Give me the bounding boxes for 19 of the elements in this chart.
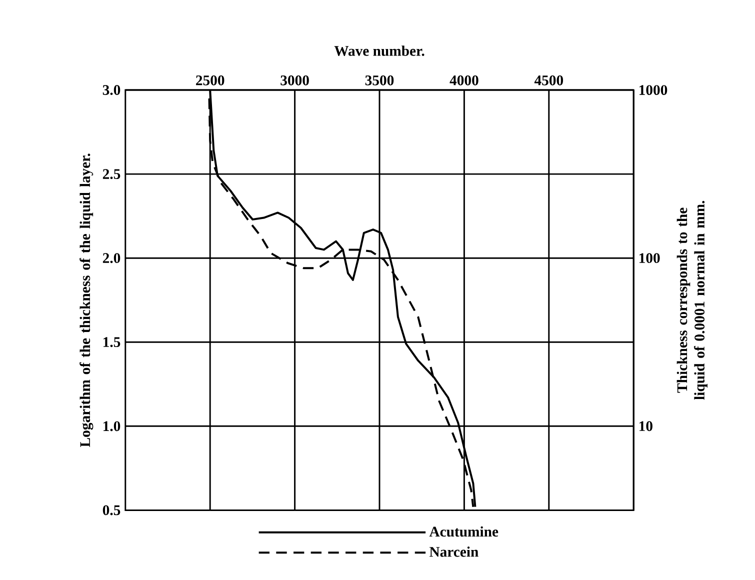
x-tick-label: 4500 (534, 75, 564, 86)
x-axis-title: Wave number. (334, 45, 424, 56)
y-tick-label: 0.5 (102, 505, 120, 516)
y2-tick-label: 10 (640, 421, 652, 431)
y2-axis-title: Thickness corresponds to the liquid of 0.0001 normal in mm. (676, 200, 708, 400)
y2-tick-label: 100 (640, 253, 660, 263)
series-label: Acutumine (429, 526, 498, 537)
y-tick-label: 1.0 (104, 421, 120, 432)
y2-tick-label: 1000 (640, 84, 668, 95)
y-tick-label: 2.0 (102, 253, 120, 263)
y-tick-label: 3.0 (102, 84, 120, 95)
x-tick-label: 4000 (450, 75, 478, 86)
y-axis-title: Logarithm of the thickness of the liquid layer. (80, 154, 94, 447)
text: Narcein (429, 546, 478, 557)
x-tick-label: 3500 (365, 75, 394, 86)
y-tick-label: 1.5 (104, 337, 120, 347)
y-tick-label: 2.5 (102, 169, 120, 179)
x-tick-label: 3000 (280, 75, 309, 86)
x-tick-label: 2500 (196, 75, 224, 86)
